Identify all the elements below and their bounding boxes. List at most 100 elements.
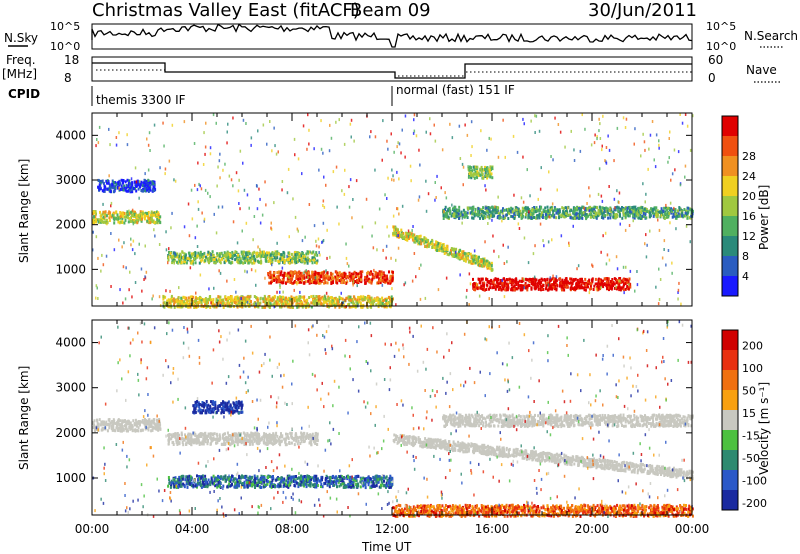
range-cell (215, 258, 217, 262)
scatter-cell (322, 199, 325, 203)
range-cell (524, 215, 527, 219)
scatter-cell (348, 185, 350, 189)
range-cell (242, 297, 245, 301)
range-cell (310, 305, 313, 309)
scatter-cell (410, 179, 412, 183)
range-cell (296, 305, 299, 309)
range-cell (315, 251, 318, 255)
range-cell (317, 302, 320, 306)
range-cell (360, 278, 363, 282)
range-cell (678, 214, 681, 218)
range-cell (268, 281, 271, 285)
range-cell (530, 213, 532, 217)
range-cell (617, 282, 620, 286)
scatter-cell (600, 285, 602, 289)
range-cell (373, 276, 375, 280)
scatter-cell (413, 129, 416, 133)
range-cell (134, 184, 137, 188)
range-cell (634, 205, 637, 209)
range-cell (301, 252, 304, 255)
range-cell (305, 259, 308, 263)
range-cell (499, 286, 502, 289)
range-cell (314, 270, 317, 274)
scatter-cell (329, 123, 331, 127)
scatter-cell (193, 142, 196, 145)
range-cell (362, 303, 365, 307)
scatter-cell (434, 198, 436, 202)
range-cell (272, 297, 275, 301)
range-cell (263, 252, 266, 256)
range-cell (288, 261, 291, 265)
scatter-cell (207, 191, 209, 195)
range-cell (139, 218, 142, 222)
range-cell (561, 288, 563, 292)
range-cell (452, 248, 455, 252)
range-cell (168, 250, 170, 254)
scatter-cell (386, 274, 388, 278)
range-cell (486, 262, 489, 265)
range-cell (117, 220, 120, 224)
range-cell (608, 288, 610, 292)
scatter-cell (195, 291, 197, 295)
range-cell (129, 187, 131, 191)
range-cell (454, 213, 457, 217)
range-cell (189, 302, 192, 306)
range-cell (491, 214, 494, 218)
range-cell (95, 212, 97, 216)
range-cell (329, 300, 332, 304)
range-cell (485, 278, 488, 281)
range-cell (636, 212, 639, 216)
range-cell (156, 215, 159, 219)
scatter-cell (321, 240, 323, 244)
range-cell (450, 214, 453, 218)
range-cell (119, 215, 122, 219)
range-cell (549, 215, 552, 219)
range-cell (522, 286, 525, 290)
scatter-cell (537, 197, 539, 201)
scatter-cell (332, 170, 335, 174)
scatter-cell (308, 142, 310, 146)
scatter-cell (564, 284, 567, 288)
range-cell (602, 279, 604, 283)
range-cell (441, 249, 444, 253)
range-cell (147, 190, 150, 193)
range-cell (522, 210, 525, 214)
range-cell (271, 274, 274, 278)
range-cell (115, 216, 118, 220)
range-cell (463, 251, 466, 255)
range-cell (672, 212, 675, 216)
range-cell (601, 211, 604, 215)
range-cell (348, 302, 351, 306)
range-cell (337, 278, 340, 282)
range-cell (332, 281, 334, 285)
range-cell (98, 187, 101, 191)
range-cell (628, 277, 631, 281)
range-cell (189, 256, 192, 260)
range-cell (135, 184, 138, 188)
scatter-cell (568, 244, 570, 247)
scatter-cell (443, 210, 445, 214)
range-cell (134, 211, 136, 215)
range-cell (423, 241, 426, 245)
range-cell (216, 252, 219, 256)
range-cell (226, 256, 229, 260)
range-cell (370, 305, 373, 309)
range-cell (269, 253, 272, 257)
range-cell (200, 301, 203, 305)
range-cell (484, 212, 487, 216)
range-cell (546, 205, 549, 209)
scatter-cell (492, 234, 494, 238)
range-cell (517, 286, 520, 290)
scatter-cell (289, 297, 291, 301)
range-cell (185, 300, 188, 304)
range-cell (291, 277, 294, 281)
range-cell (173, 258, 176, 262)
range-cell (283, 300, 286, 304)
range-cell (102, 210, 105, 214)
range-cell (500, 288, 503, 292)
range-cell (264, 259, 267, 263)
scatter-cell (599, 137, 602, 140)
range-cell (266, 301, 269, 305)
range-cell (476, 286, 479, 290)
range-cell (458, 252, 461, 256)
